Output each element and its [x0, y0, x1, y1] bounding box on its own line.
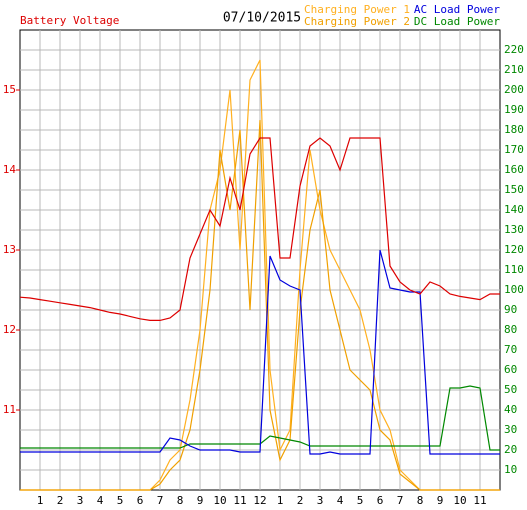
x-tick-label: 9	[197, 494, 204, 507]
x-tick-label: 11	[233, 494, 246, 507]
y2-tick-label: 60	[504, 363, 517, 376]
x-tick-label: 3	[317, 494, 324, 507]
y2-tick-label: 200	[504, 83, 524, 96]
y-tick-label: 13	[3, 243, 16, 256]
y-tick-label: 11	[3, 403, 16, 416]
y2-tick-label: 90	[504, 303, 517, 316]
y2-tick-label: 70	[504, 343, 517, 356]
legend-label: Battery Voltage	[20, 14, 119, 27]
y2-tick-label: 150	[504, 183, 524, 196]
x-tick-label: 8	[177, 494, 184, 507]
chart-title: 07/10/2015	[223, 11, 301, 26]
series-line	[20, 119, 500, 491]
x-tick-label: 5	[117, 494, 124, 507]
y2-tick-label: 20	[504, 443, 517, 456]
x-tick-label: 11	[473, 494, 486, 507]
y2-tick-label: 80	[504, 323, 517, 336]
x-tick-label: 2	[297, 494, 304, 507]
legend-label: DC Load Power	[414, 15, 500, 28]
y2-tick-label: 30	[504, 423, 517, 436]
y2-tick-label: 130	[504, 223, 524, 236]
y2-tick-label: 210	[504, 63, 524, 76]
x-tick-label: 9	[437, 494, 444, 507]
series-line	[19, 137, 500, 321]
x-tick-label: 10	[453, 494, 466, 507]
x-tick-label: 6	[137, 494, 144, 507]
x-tick-label: 12	[253, 494, 266, 507]
y-tick-label: 14	[3, 163, 17, 176]
y2-tick-label: 180	[504, 123, 524, 136]
x-tick-label: 4	[97, 494, 104, 507]
legend-label: Charging Power 2	[304, 15, 410, 28]
x-tick-label: 10	[213, 494, 226, 507]
y2-tick-label: 160	[504, 163, 524, 176]
series-line	[20, 249, 500, 455]
x-tick-label: 1	[277, 494, 284, 507]
x-tick-label: 7	[157, 494, 164, 507]
x-tick-label: 7	[397, 494, 404, 507]
y2-tick-label: 100	[504, 283, 524, 296]
y2-tick-label: 140	[504, 203, 524, 216]
y2-tick-label: 10	[504, 463, 517, 476]
y2-tick-label: 50	[504, 383, 517, 396]
y2-tick-label: 120	[504, 243, 524, 256]
x-tick-label: 2	[57, 494, 64, 507]
legend-label: AC Load Power	[414, 3, 500, 16]
x-tick-label: 3	[77, 494, 84, 507]
y2-tick-label: 170	[504, 143, 524, 156]
y2-tick-label: 110	[504, 263, 524, 276]
x-tick-label: 8	[417, 494, 424, 507]
x-tick-label: 5	[357, 494, 364, 507]
y-tick-label: 15	[3, 83, 16, 96]
y2-tick-label: 220	[504, 43, 524, 56]
x-tick-label: 4	[337, 494, 344, 507]
y2-tick-label: 40	[504, 403, 517, 416]
y2-tick-label: 190	[504, 103, 524, 116]
x-tick-label: 1	[37, 494, 44, 507]
y-tick-label: 12	[3, 323, 16, 336]
x-tick-label: 6	[377, 494, 384, 507]
legend-label: Charging Power 1	[304, 3, 410, 16]
